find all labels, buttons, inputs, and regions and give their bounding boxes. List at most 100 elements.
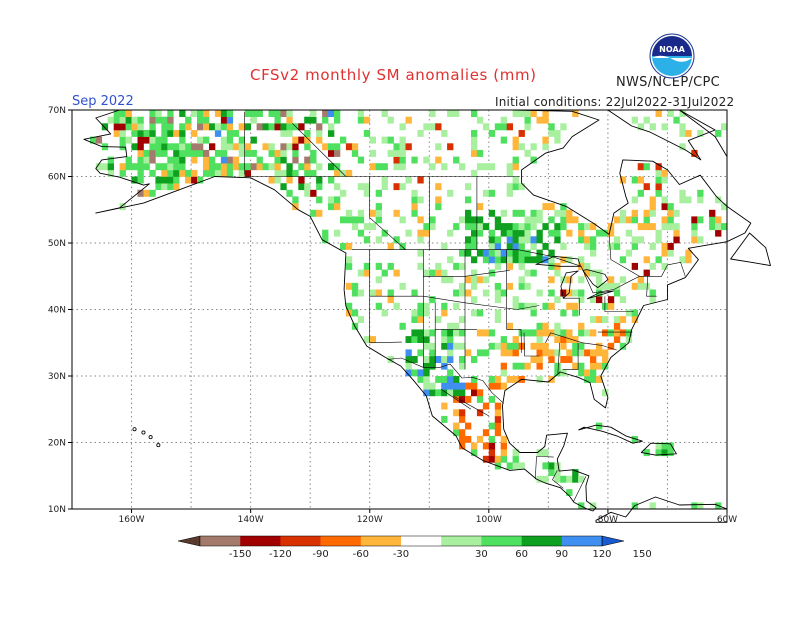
anomaly-cell <box>506 163 513 171</box>
anomaly-cell <box>214 110 222 117</box>
anomaly-cell <box>363 183 371 191</box>
anomaly-cell <box>345 282 353 290</box>
anomaly-cell <box>226 163 234 171</box>
anomaly-cell <box>447 110 454 117</box>
anomaly-cell <box>661 249 668 257</box>
anomaly-cell <box>161 130 168 137</box>
anomaly-cell <box>381 176 388 184</box>
anomaly-cell <box>131 176 138 184</box>
anomaly-cell <box>488 376 496 383</box>
anomaly-cell <box>119 110 126 117</box>
anomaly-cell <box>518 362 525 370</box>
anomaly-cell <box>185 116 192 124</box>
anomaly-cell <box>280 183 287 191</box>
anomaly-cell <box>447 336 454 343</box>
anomaly-cell <box>453 389 460 397</box>
anomaly-cell <box>655 163 662 171</box>
anomaly-cell <box>423 123 430 131</box>
anomaly-cell <box>357 110 365 117</box>
anomaly-cell <box>613 322 621 330</box>
anomaly-cell <box>417 302 424 310</box>
anomaly-cell <box>441 163 448 171</box>
anomaly-cell <box>173 149 180 157</box>
anomaly-cell <box>465 422 472 430</box>
anomaly-cell <box>584 329 591 337</box>
anomaly-cell <box>465 349 472 357</box>
anomaly-cell <box>578 329 585 337</box>
anomaly-cell <box>602 282 609 290</box>
anomaly-cell <box>351 216 359 224</box>
anomaly-cell <box>179 169 186 177</box>
anomaly-cell <box>482 223 490 231</box>
anomaly-cell <box>488 249 496 257</box>
anomaly-cell <box>465 196 472 204</box>
anomaly-cell <box>506 282 513 290</box>
anomaly-cell <box>488 269 496 277</box>
anomaly-cell <box>476 223 484 231</box>
anomaly-cell <box>500 229 507 237</box>
anomaly-cell <box>387 136 394 144</box>
anomaly-cell <box>310 116 317 124</box>
anomaly-cell <box>578 475 585 483</box>
anomaly-cell <box>542 349 549 357</box>
anomaly-cell <box>357 209 365 217</box>
anomaly-cell <box>334 203 341 211</box>
anomaly-cell <box>494 216 502 224</box>
anomaly-cell <box>304 183 311 191</box>
anomaly-cell <box>226 123 234 131</box>
anomaly-cell <box>429 382 436 390</box>
colorbar-swatch <box>320 536 361 546</box>
anomaly-cell <box>453 110 460 117</box>
lon-tick-label: 160W <box>119 515 145 525</box>
anomaly-cell <box>506 243 513 250</box>
anomaly-cell <box>214 163 222 171</box>
anomaly-cell <box>619 176 627 184</box>
anomaly-cell <box>345 262 353 270</box>
anomaly-cell <box>220 123 228 131</box>
lat-tick-label: 40N <box>48 306 66 316</box>
anomaly-cell <box>369 209 376 217</box>
anomaly-cell <box>572 469 579 476</box>
political-boundary <box>545 332 617 351</box>
anomaly-cell <box>518 209 525 217</box>
anomaly-cell <box>542 462 549 470</box>
anomaly-cell <box>512 136 519 144</box>
anomaly-cell <box>691 223 698 231</box>
colorbar-outline <box>199 535 603 547</box>
anomaly-cell <box>649 296 656 304</box>
anomaly-cell <box>607 329 615 337</box>
anomaly-cell <box>399 156 406 164</box>
anomaly-cell <box>167 183 174 191</box>
lon-tick-label: 120W <box>357 515 383 525</box>
anomaly-cell <box>506 169 513 177</box>
colorbar-swatch <box>401 536 442 546</box>
anomaly-cell <box>530 309 537 317</box>
anomaly-cell <box>667 249 674 257</box>
anomaly-cell <box>613 216 621 224</box>
anomaly-cell <box>512 376 519 383</box>
anomaly-cell <box>512 183 519 191</box>
anomaly-cell <box>345 143 353 151</box>
anomaly-cell <box>363 262 371 270</box>
anomaly-cell <box>119 116 126 124</box>
anomaly-cell <box>542 143 549 151</box>
anomaly-cell <box>232 156 240 164</box>
anomaly-cell <box>572 216 579 224</box>
anomaly-cell <box>494 243 502 250</box>
anomaly-cell <box>459 415 466 423</box>
anomaly-cell <box>393 209 400 217</box>
anomaly-cell <box>655 229 662 237</box>
anomaly-cell <box>548 262 555 270</box>
anomaly-cell <box>715 223 722 231</box>
anomaly-cell <box>167 156 174 164</box>
anomaly-cell <box>322 110 329 117</box>
anomaly-cell <box>340 189 347 197</box>
anomaly-cell <box>417 336 424 343</box>
anomaly-cell <box>631 176 638 184</box>
anomaly-cell <box>405 369 412 377</box>
anomaly-cell <box>429 329 436 337</box>
anomaly-cell <box>578 369 585 377</box>
anomaly-cell <box>649 243 656 250</box>
anomaly-cell <box>542 322 549 330</box>
anomaly-cell <box>310 209 317 217</box>
